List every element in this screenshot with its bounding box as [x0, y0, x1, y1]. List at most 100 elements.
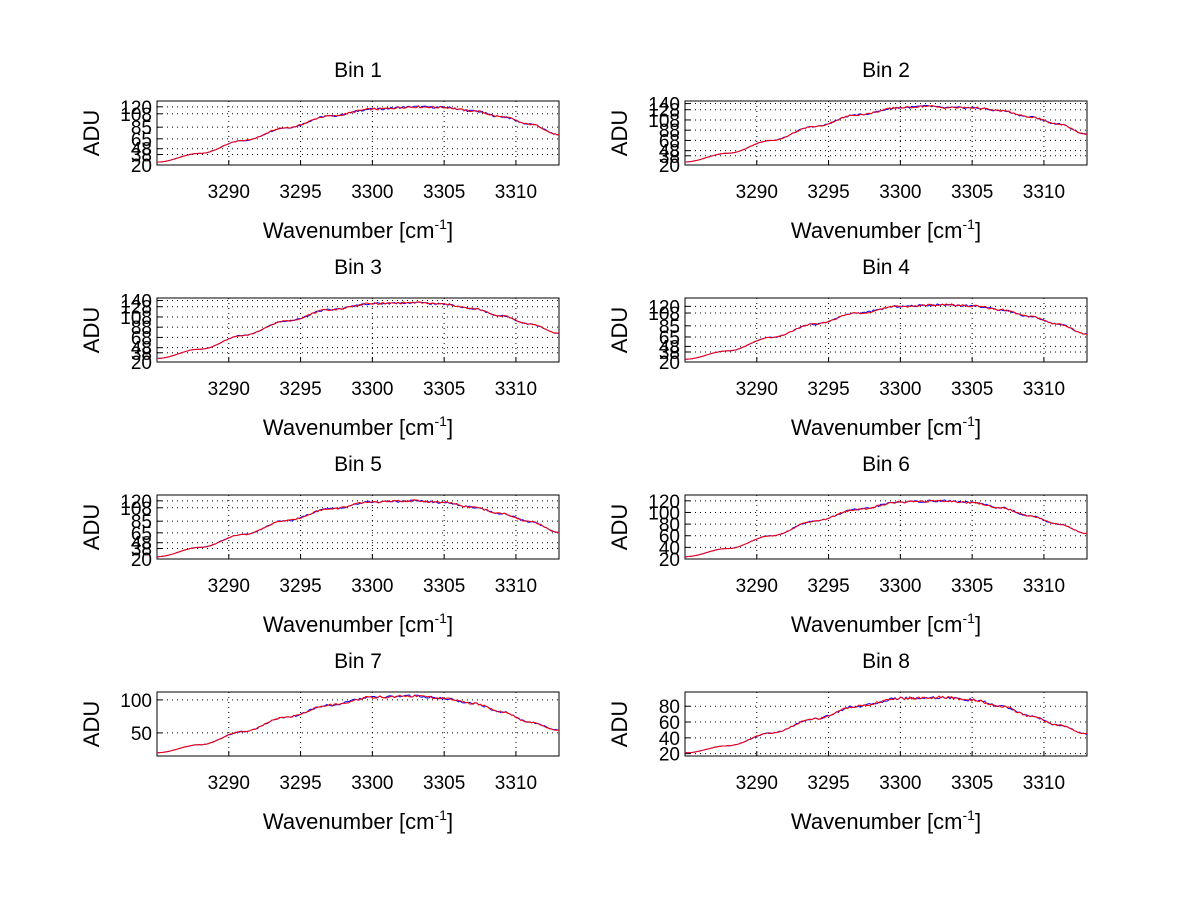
x-tick-label: 3305: [423, 773, 465, 794]
x-axis-label: Wavenumber [cm-1]: [791, 413, 981, 440]
subplot-title: Bin 4: [862, 256, 910, 279]
x-tick-label: 3290: [208, 773, 250, 794]
y-tick-label: 108: [648, 304, 680, 325]
y-tick-label: 108: [120, 308, 152, 329]
y-axis-label: ADU: [607, 307, 632, 353]
x-tick-label: 3310: [1023, 182, 1065, 203]
y-tick-label: 80: [659, 515, 680, 536]
series-line-red: [685, 303, 1088, 360]
x-tick-label: 3290: [736, 576, 778, 597]
series-line-blue: [157, 694, 560, 754]
x-tick-label: 3290: [736, 773, 778, 794]
y-tick-label: 120: [648, 297, 680, 318]
x-tick-label: 3300: [351, 182, 393, 203]
x-axis-label: Wavenumber [cm-1]: [791, 807, 981, 834]
series-line-blue: [685, 499, 1088, 558]
y-tick-label: 48: [131, 140, 152, 161]
y-tick-label: 38: [131, 540, 152, 561]
y-axis-label: ADU: [607, 504, 632, 550]
x-tick-label: 3310: [495, 182, 537, 203]
y-tick-label: 20: [131, 156, 152, 177]
x-tick-label: 3310: [495, 576, 537, 597]
y-axis-label: ADU: [607, 110, 632, 156]
y-tick-label: 48: [131, 339, 152, 360]
y-tick-label: 68: [659, 131, 680, 152]
x-tick-label: 3290: [208, 576, 250, 597]
y-tick-label: 40: [659, 729, 680, 750]
y-tick-label: 85: [131, 512, 152, 533]
x-axis-label: Wavenumber [cm-1]: [263, 413, 453, 440]
y-tick-label: 20: [659, 353, 680, 374]
axes-box: [156, 100, 560, 166]
y-tick-label: 50: [131, 724, 152, 745]
x-tick-label: 3290: [736, 379, 778, 400]
x-tick-label: 3300: [351, 576, 393, 597]
y-tick-label: 20: [659, 745, 680, 766]
subplot-title: Bin 1: [334, 59, 382, 82]
x-tick-label: 3305: [951, 379, 993, 400]
y-tick-label: 48: [131, 534, 152, 555]
x-tick-label: 3310: [495, 379, 537, 400]
x-tick-label: 3310: [1023, 379, 1065, 400]
x-tick-label: 3295: [279, 182, 321, 203]
series-line-red: [156, 105, 560, 163]
series-line-blue: [156, 105, 560, 163]
x-tick-label: 3305: [423, 576, 465, 597]
y-tick-label: 68: [131, 328, 152, 349]
series-line-red: [684, 695, 1088, 754]
y-tick-label: 120: [648, 492, 680, 513]
y-tick-label: 40: [659, 538, 680, 559]
y-tick-label: 60: [659, 713, 680, 734]
y-tick-label: 128: [120, 298, 152, 319]
y-axis-label: ADU: [79, 110, 104, 156]
x-axis-label: Wavenumber [cm-1]: [791, 610, 981, 637]
series-line-blue: [685, 696, 1088, 754]
axes-box: [156, 691, 560, 757]
y-tick-label: 128: [648, 101, 680, 122]
y-tick-label: 100: [648, 503, 680, 524]
x-tick-label: 3300: [879, 182, 921, 203]
series-line-blue: [685, 303, 1088, 360]
series-line-red: [684, 104, 1088, 163]
y-tick-label: 140: [648, 95, 680, 116]
x-tick-label: 3305: [951, 182, 993, 203]
x-axis-label: Wavenumber [cm-1]: [263, 216, 453, 243]
subplot-title: Bin 2: [862, 59, 910, 82]
x-tick-label: 3305: [951, 773, 993, 794]
x-tick-label: 3295: [807, 182, 849, 203]
y-tick-label: 38: [659, 147, 680, 168]
x-tick-label: 3290: [208, 379, 250, 400]
y-tick-label: 20: [131, 550, 152, 571]
x-axis-label: Wavenumber [cm-1]: [791, 216, 981, 243]
y-tick-label: 20: [659, 156, 680, 177]
x-tick-label: 3295: [807, 379, 849, 400]
subplot-title: Bin 7: [334, 650, 382, 673]
subplot-bin-7: 3290 3295 3300 3305 3310 50 100 Bin 7 Wavenumber…: [79, 650, 560, 834]
x-tick-label: 3295: [279, 576, 321, 597]
x-tick-label: 3290: [736, 182, 778, 203]
series-line-red: [157, 694, 560, 754]
x-tick-label: 3300: [879, 773, 921, 794]
y-tick-label: 108: [120, 105, 152, 126]
x-tick-label: 3300: [879, 379, 921, 400]
x-axis-label: Wavenumber [cm-1]: [263, 610, 453, 637]
y-tick-label: 20: [659, 550, 680, 571]
y-tick-label: 48: [659, 142, 680, 163]
x-tick-label: 3305: [951, 576, 993, 597]
axes-box: [684, 691, 1088, 757]
x-tick-label: 3310: [1023, 576, 1065, 597]
y-tick-label: 108: [120, 499, 152, 520]
y-tick-label: 140: [120, 292, 152, 313]
subplot-title: Bin 5: [334, 453, 382, 476]
series-line-red: [156, 499, 560, 558]
y-tick-label: 85: [659, 317, 680, 338]
y-tick-label: 120: [120, 492, 152, 513]
x-tick-label: 3295: [807, 773, 849, 794]
y-tick-label: 48: [659, 337, 680, 358]
